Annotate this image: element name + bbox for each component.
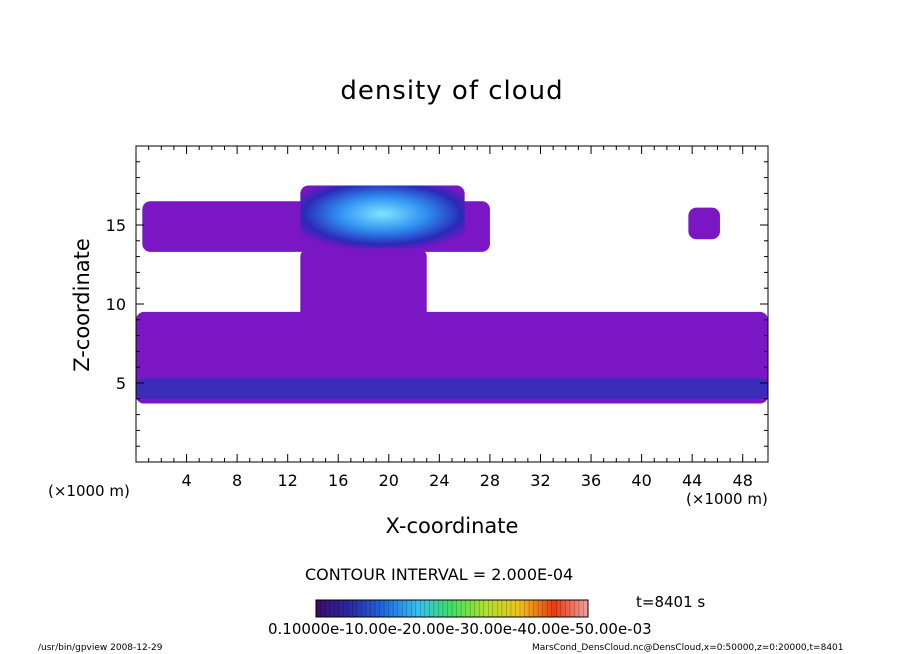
x-tick-label: 16 [328, 471, 348, 490]
x-axis-unit-label: (×1000 m) [686, 490, 768, 508]
x-axis-label: X-coordinate [385, 514, 519, 538]
footer-right-text: MarsCond_DensCloud.nc@DensCloud,x=0:5000… [532, 643, 844, 653]
cloud-density-field [136, 185, 768, 404]
y-tick-label: 5 [116, 374, 126, 393]
colorbar-labels: 0.10000e-10.00e-20.00e-30.00e-40.00e-50.… [268, 620, 652, 638]
x-tick-label: 28 [480, 471, 500, 490]
x-tick-label: 48 [733, 471, 753, 490]
x-tick-label: 40 [631, 471, 651, 490]
time-label: t=8401 s [636, 593, 706, 611]
x-tick-label: 44 [682, 471, 702, 490]
x-tick-label: 12 [278, 471, 298, 490]
chart-title: density of cloud [340, 76, 564, 106]
contour-interval-label: CONTOUR INTERVAL = 2.000E-04 [305, 565, 574, 584]
field-region [300, 185, 465, 249]
x-tick-label: 8 [232, 471, 242, 490]
x-tick-label: 4 [181, 471, 191, 490]
y-tick-label: 10 [106, 295, 126, 314]
axis-ticks [136, 146, 768, 462]
x-tick-label: 20 [379, 471, 399, 490]
y-tick-label: 15 [106, 216, 126, 235]
y-axis-label: Z-coordinate [70, 238, 94, 372]
x-tick-label: 36 [581, 471, 601, 490]
x-tick-label: 24 [429, 471, 449, 490]
footer-left-text: /usr/bin/gpview 2008-12-29 [38, 643, 163, 653]
field-region [136, 378, 768, 399]
x-tick-label: 32 [530, 471, 550, 490]
field-region [688, 207, 720, 240]
colorbar [315, 599, 589, 618]
y-axis-unit-label: (×1000 m) [48, 482, 130, 500]
